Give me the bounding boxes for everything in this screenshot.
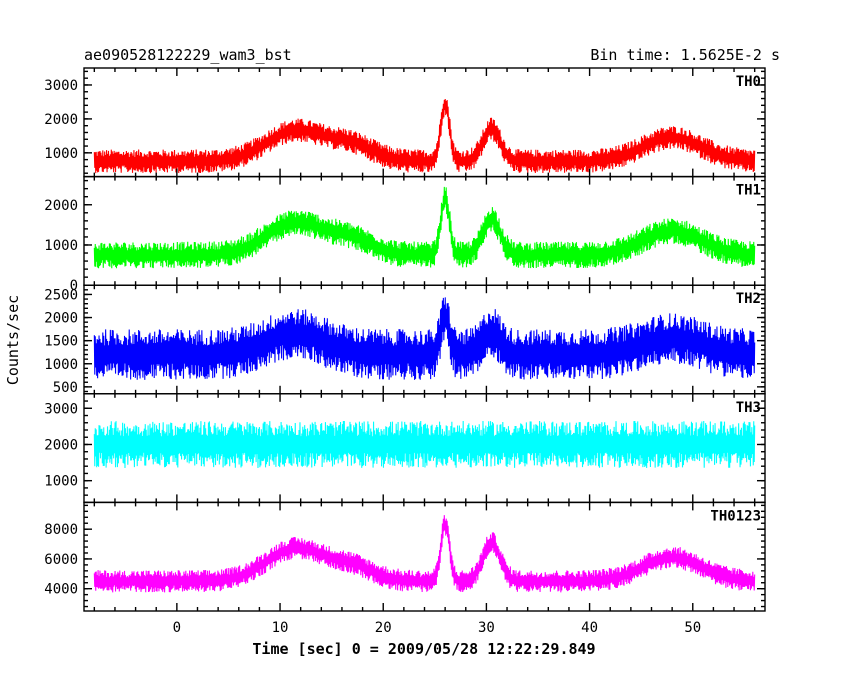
figure-title: ae090528122229_wam3_bst — [84, 46, 292, 64]
panel-name-label: TH3 — [736, 400, 761, 416]
series-th1 — [93, 186, 756, 269]
x-tick-label: 30 — [478, 620, 495, 636]
series-th2 — [93, 297, 756, 380]
y-tick-label: 6000 — [44, 552, 78, 568]
y-tick-label: 3000 — [44, 401, 78, 417]
y-tick-label: 1000 — [44, 357, 78, 373]
x-tick-label: 20 — [375, 620, 392, 636]
panel-name-label: TH0 — [736, 74, 761, 90]
x-tick-label: 40 — [581, 620, 598, 636]
x-tick-label: 0 — [173, 620, 181, 636]
y-tick-label: 1000 — [44, 238, 78, 254]
y-tick-label: 2000 — [44, 437, 78, 453]
bin-time-label: Bin time: 1.5625E-2 s — [590, 46, 780, 64]
y-tick-label: 2000 — [44, 112, 78, 128]
y-axis-label: Counts/sec — [4, 295, 22, 385]
panel-name-label: TH1 — [736, 183, 761, 199]
y-tick-label: 0 — [70, 278, 78, 294]
y-tick-label: 1000 — [44, 146, 78, 162]
panel-th3: 1000 2000 3000 TH3 — [44, 393, 766, 504]
y-tick-label: 8000 — [44, 522, 78, 538]
y-tick-label: 2000 — [44, 198, 78, 214]
y-tick-label: 2500 — [44, 287, 78, 303]
y-tick-label: 4000 — [44, 582, 78, 598]
y-tick-label: 1000 — [44, 474, 78, 490]
panel-name-label: TH2 — [736, 291, 761, 307]
series-th0 — [93, 99, 756, 174]
series-th3 — [93, 420, 756, 468]
y-tick-label: 500 — [53, 380, 78, 396]
x-tick-label: 10 — [272, 620, 289, 636]
panel-th0123: 4000 6000 8000 TH0123 — [44, 501, 766, 612]
panel-th2: 500 1000 1500 2000 2500 TH2 — [44, 284, 766, 396]
y-tick-label: 1500 — [44, 334, 78, 350]
series-th0123 — [93, 515, 756, 593]
x-axis-label: Time [sec] 0 = 2009/05/28 12:22:29.849 — [252, 640, 595, 658]
y-tick-label: 3000 — [44, 78, 78, 94]
x-tick-label: 50 — [684, 620, 701, 636]
y-tick-label: 2000 — [44, 311, 78, 327]
panel-th0: 1000 2000 3000 TH0 — [44, 67, 766, 178]
panel-th1: 0 1000 2000 TH1 — [44, 175, 766, 294]
panel-name-label: TH0123 — [710, 508, 761, 524]
